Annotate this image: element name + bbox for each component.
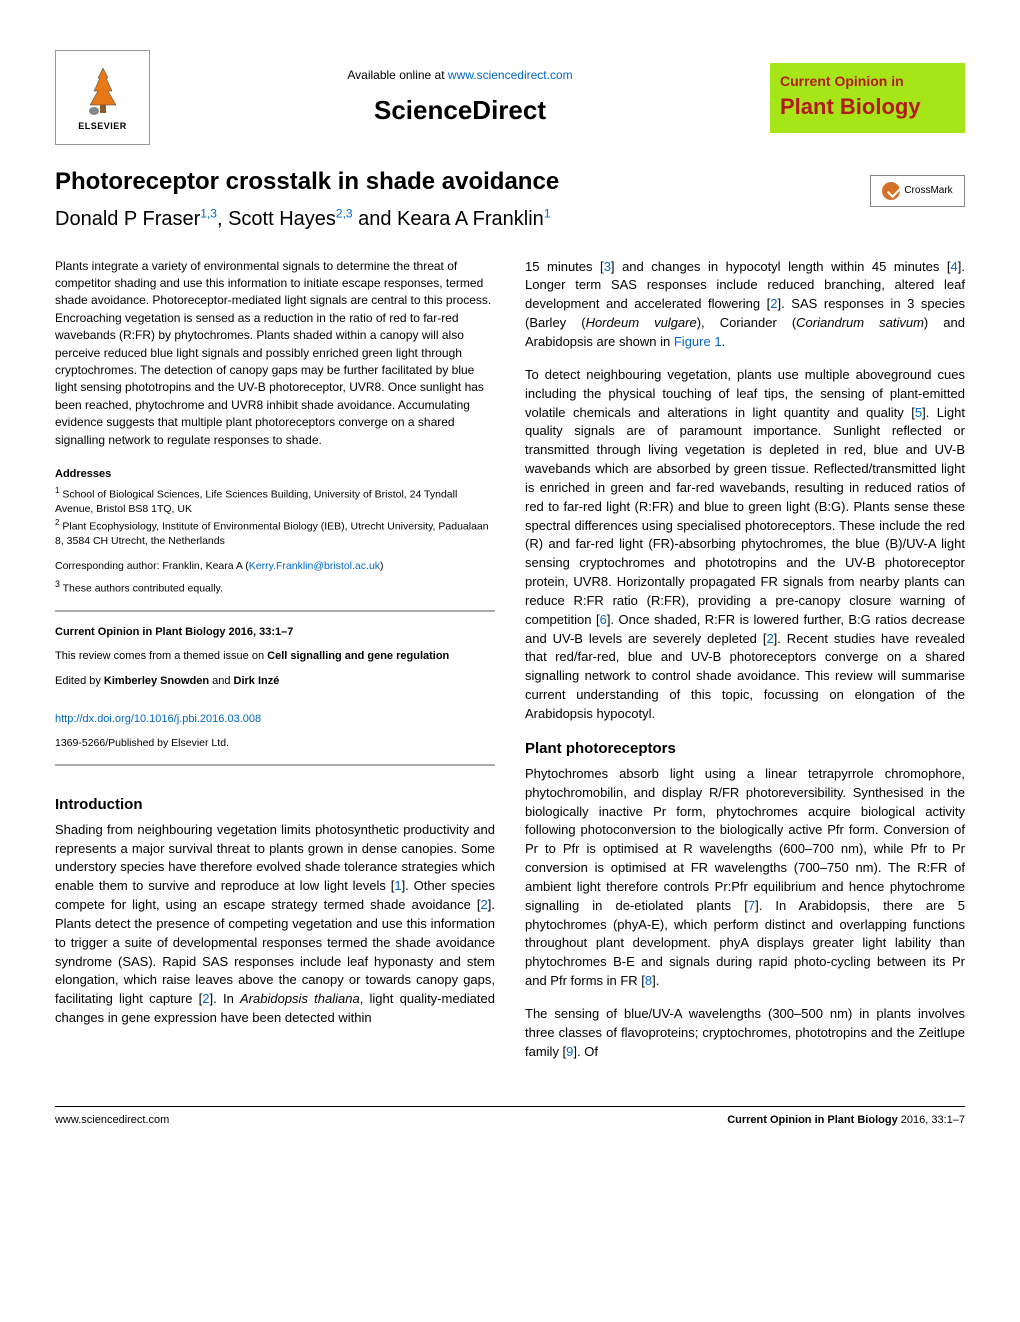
right-column: 15 minutes [3] and changes in hypocotyl …	[525, 258, 965, 1076]
themed-issue: This review comes from a themed issue on…	[55, 648, 495, 665]
elsevier-label: ELSEVIER	[78, 120, 127, 133]
elsevier-logo[interactable]: ELSEVIER	[55, 50, 150, 145]
issn-line: 1369-5266/Published by Elsevier Ltd.	[55, 736, 495, 752]
available-online-text: Available online at www.sciencedirect.co…	[150, 67, 770, 84]
journal-ref-text: Current Opinion in Plant Biology 2016, 3…	[55, 626, 293, 638]
page-container: ELSEVIER Available online at www.science…	[0, 0, 1020, 1158]
doi-line: http://dx.doi.org/10.1016/j.pbi.2016.03.…	[55, 711, 495, 728]
elsevier-tree-icon	[78, 63, 128, 118]
sciencedirect-heading: ScienceDirect	[150, 92, 770, 128]
footer-journal-name: Current Opinion in Plant Biology	[727, 1114, 898, 1126]
photoreceptors-heading: Plant photoreceptors	[525, 738, 965, 759]
col2-paragraph-4: The sensing of blue/UV-A wavelengths (30…	[525, 1005, 965, 1062]
themed-issue-title: Cell signalling and gene regulation	[267, 650, 449, 662]
footer-left[interactable]: www.sciencedirect.com	[55, 1113, 169, 1128]
page-footer: www.sciencedirect.com Current Opinion in…	[55, 1106, 965, 1128]
authors: Donald P Fraser1,3, Scott Hayes2,3 and K…	[55, 205, 870, 233]
corresponding-suffix: )	[380, 560, 384, 572]
editors-and: and	[209, 675, 233, 687]
journal-reference: Current Opinion in Current Opinion in Pl…	[55, 624, 495, 641]
crossmark-check-icon	[882, 182, 900, 200]
header-row: ELSEVIER Available online at www.science…	[55, 50, 965, 145]
footer-issue: 2016, 33:1–7	[898, 1114, 965, 1126]
crossmark-label: CrossMark	[904, 184, 952, 198]
article-info-box: Current Opinion in Current Opinion in Pl…	[55, 610, 495, 766]
editor-2: Dirk Inzé	[234, 675, 280, 687]
themed-prefix: This review comes from a themed issue on	[55, 650, 267, 662]
editors-prefix: Edited by	[55, 675, 104, 687]
doi-link[interactable]: http://dx.doi.org/10.1016/j.pbi.2016.03.…	[55, 713, 261, 725]
left-column: Plants integrate a variety of environmen…	[55, 258, 495, 1076]
journal-logo-line1: Current Opinion in	[780, 72, 955, 92]
intro-paragraph-1: Shading from neighbouring vegetation lim…	[55, 821, 495, 1028]
footer-right: Current Opinion in Plant Biology 2016, 3…	[727, 1113, 965, 1128]
equal-contribution: 3 These authors contributed equally.	[55, 578, 495, 596]
addresses-block: 1 School of Biological Sciences, Life Sc…	[55, 485, 495, 549]
col2-paragraph-1: 15 minutes [3] and changes in hypocotyl …	[525, 258, 965, 352]
introduction-heading: Introduction	[55, 794, 495, 815]
editor-1: Kimberley Snowden	[104, 675, 209, 687]
center-header: Available online at www.sciencedirect.co…	[150, 67, 770, 128]
corresponding-prefix: Corresponding author: Franklin, Keara A …	[55, 560, 249, 572]
col2-paragraph-2: To detect neighbouring vegetation, plant…	[525, 366, 965, 724]
two-column-layout: Plants integrate a variety of environmen…	[55, 258, 965, 1076]
corresponding-author: Corresponding author: Franklin, Keara A …	[55, 559, 495, 574]
editors-line: Edited by Kimberley Snowden and Dirk Inz…	[55, 673, 495, 690]
address-2: 2 Plant Ecophysiology, Institute of Envi…	[55, 517, 495, 549]
sciencedirect-link[interactable]: www.sciencedirect.com	[448, 68, 573, 82]
corresponding-email-link[interactable]: Kerry.Franklin@bristol.ac.uk	[249, 560, 380, 572]
crossmark-button[interactable]: CrossMark	[870, 175, 965, 207]
available-prefix: Available online at	[347, 68, 448, 82]
abstract-text: Plants integrate a variety of environmen…	[55, 258, 495, 449]
journal-logo-line2: Plant Biology	[780, 92, 955, 123]
journal-logo[interactable]: Current Opinion in Plant Biology	[770, 63, 965, 133]
address-1: 1 School of Biological Sciences, Life Sc…	[55, 485, 495, 517]
col2-paragraph-3: Phytochromes absorb light using a linear…	[525, 765, 965, 991]
title-block: Photoreceptor crosstalk in shade avoidan…	[55, 165, 870, 233]
article-title: Photoreceptor crosstalk in shade avoidan…	[55, 165, 870, 199]
title-row: Photoreceptor crosstalk in shade avoidan…	[55, 165, 965, 233]
addresses-heading: Addresses	[55, 467, 495, 482]
